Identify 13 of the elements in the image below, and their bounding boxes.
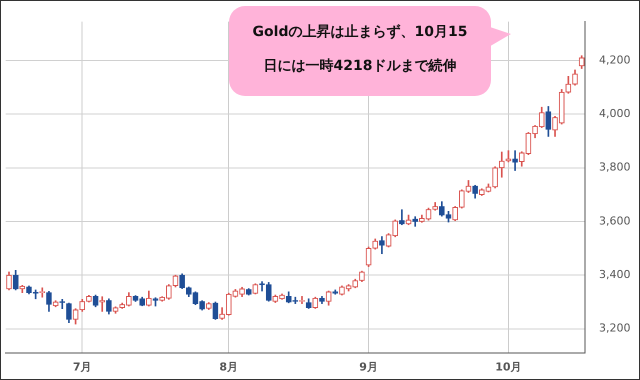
y-tick-label: 4,200: [599, 53, 630, 66]
y-tick-label: 4,000: [599, 107, 630, 120]
y-tick-label: 3,600: [599, 214, 630, 228]
x-tick-label: 9月: [359, 360, 378, 374]
x-tick-label: 10月: [495, 360, 522, 374]
candlestick: [299, 296, 305, 304]
text: Goldの上昇は止まらず、10月15 日には一時4218ドルまで続伸: [252, 24, 468, 74]
y-tick-label: 3,800: [599, 160, 630, 174]
y-tick-label: 3,400: [599, 268, 630, 282]
x-tick-label: 8月: [219, 360, 238, 374]
y-tick-label: 3,200: [599, 322, 630, 335]
x-tick-label: 7月: [72, 360, 92, 374]
candlestick: [506, 150, 512, 162]
